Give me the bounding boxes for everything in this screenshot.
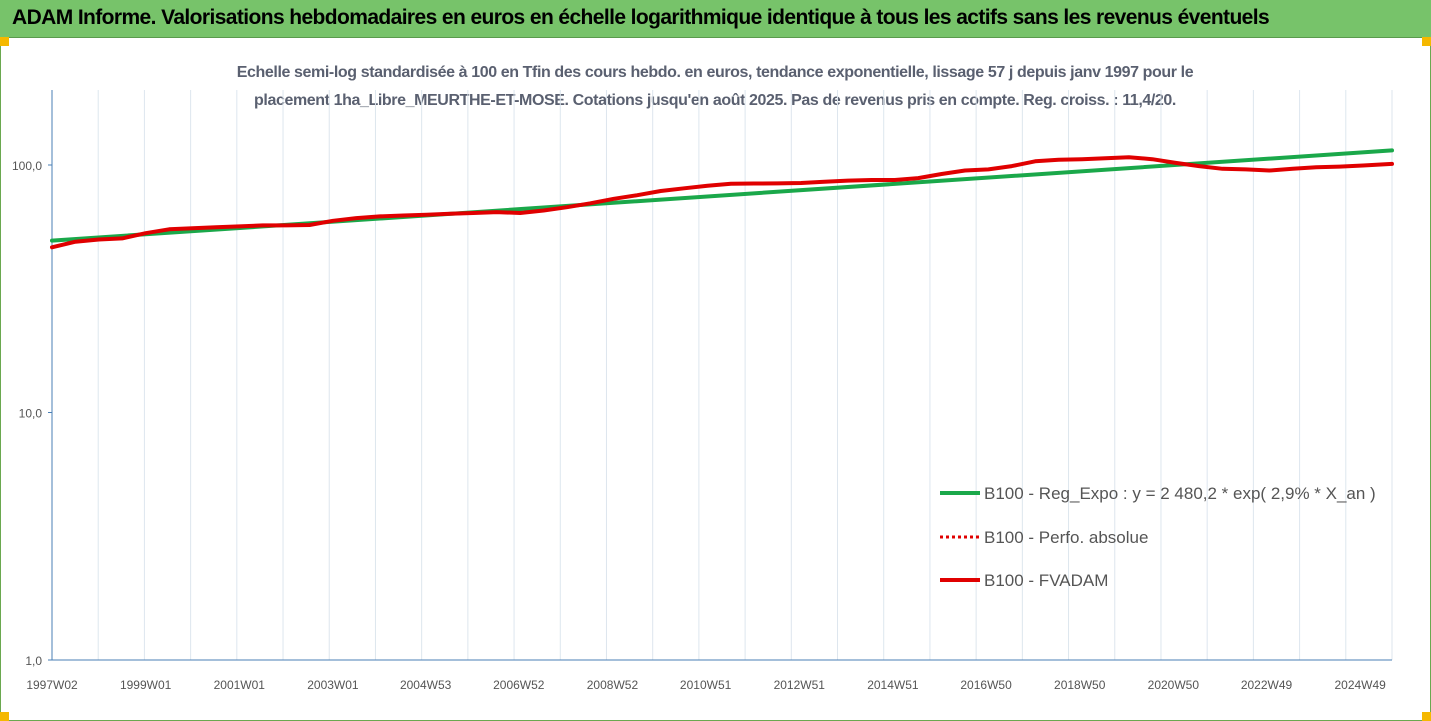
x-tick-label: 1997W02 (26, 678, 78, 692)
chart-title-line-1: Echelle semi-log standardisée à 100 en T… (236, 64, 1194, 81)
x-tick-label: 2022W49 (1241, 678, 1293, 692)
legend-label: B100 - Reg_Expo : y = 2 480,2 * exp( 2,9… (984, 484, 1376, 503)
grid-lines (97, 90, 1393, 660)
y-tick-labels: 1,0 10,0 100,0 (12, 159, 42, 668)
corner-marker-left (0, 37, 9, 46)
y-tick-label: 100,0 (12, 159, 42, 173)
x-tick-label: 2016W50 (960, 678, 1012, 692)
chart-title-line-2: placement 1ha_Libre_MEURTHE-ET-MOSE. Cot… (254, 92, 1176, 109)
x-tick-label: 2008W52 (587, 678, 639, 692)
x-tick-label: 2006W52 (493, 678, 545, 692)
legend-label: B100 - Perfo. absolue (984, 528, 1148, 547)
corner-marker-bottom-right (1422, 712, 1431, 721)
x-tick-label: 2020W50 (1148, 678, 1200, 692)
y-tick-label: 10,0 (19, 407, 43, 421)
legend-label: B100 - FVADAM (984, 571, 1108, 590)
x-tick-label: 2012W51 (774, 678, 826, 692)
y-tick-label: 1,0 (25, 654, 42, 668)
series-line (50, 155, 1394, 250)
x-tick-label: 2018W50 (1054, 678, 1106, 692)
series-lines (50, 148, 1394, 250)
x-tick-label: 2024W49 (1334, 678, 1386, 692)
x-tick-label: 2010W51 (680, 678, 732, 692)
legend: B100 - Reg_Expo : y = 2 480,2 * exp( 2,9… (940, 484, 1376, 590)
report-banner: ADAM Informe. Valorisations hebdomadaire… (0, 0, 1431, 38)
x-tick-label: 1999W01 (120, 678, 172, 692)
report-title: ADAM Informe. Valorisations hebdomadaire… (12, 6, 1270, 29)
axes (48, 90, 1392, 661)
x-tick-label: 2004W53 (400, 678, 452, 692)
corner-marker-right (1422, 37, 1431, 46)
corner-marker-bottom-left (0, 712, 9, 721)
x-tick-label: 2001W01 (214, 678, 266, 692)
x-tick-label: 2003W01 (307, 678, 359, 692)
x-tick-labels: 1997W02 1999W01 2001W01 2003W01 2004W53 2006W… (26, 678, 1386, 692)
x-tick-label: 2014W51 (867, 678, 919, 692)
